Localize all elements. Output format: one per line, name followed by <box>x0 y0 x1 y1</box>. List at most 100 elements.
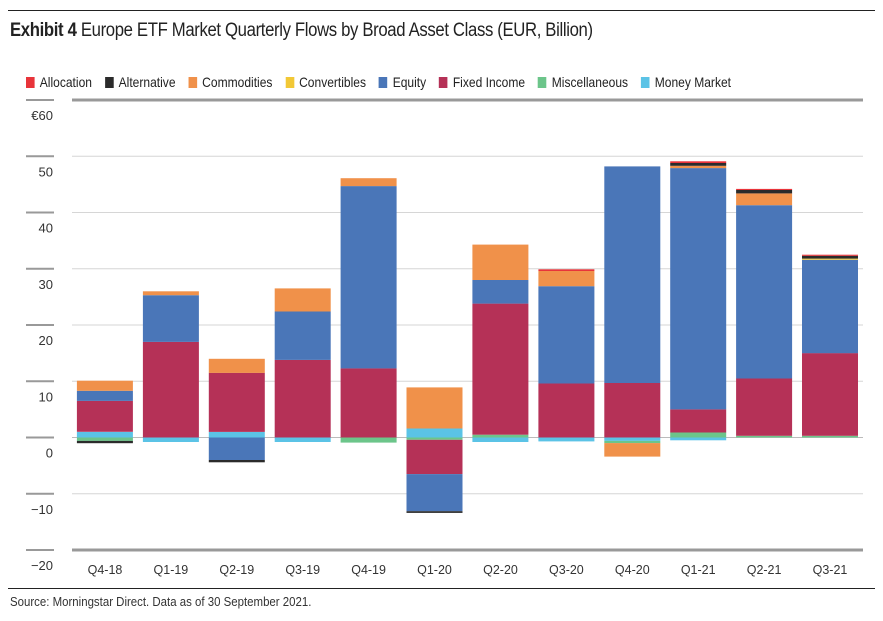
legend-item-commodities: Commodities <box>188 74 272 90</box>
bar-segment-commodities <box>736 193 793 206</box>
legend-swatch <box>285 76 294 88</box>
bar-segment-fixed-income <box>604 382 661 438</box>
chart-title: Exhibit 4 Europe ETF Market Quarterly Fl… <box>10 20 593 42</box>
bar-segment-fixed-income <box>802 353 858 436</box>
y-tick-label: 10 <box>39 389 53 404</box>
bar-segment-commodities <box>472 244 529 280</box>
bar-segment-fixed-income <box>76 400 133 432</box>
legend-item-money-market: Money Market <box>640 74 732 90</box>
bar-segment-equity <box>208 437 265 460</box>
bar-segment-equity <box>142 295 199 342</box>
bar-segment-fixed-income <box>736 378 793 436</box>
legend-item-alternative: Alternative <box>104 74 176 90</box>
legend-label: Fixed Income <box>452 74 526 90</box>
y-tick-label: 30 <box>39 277 53 292</box>
y-tick-label: €60 <box>31 108 53 123</box>
bar-segment-equity <box>274 311 331 360</box>
bar-segment-equity <box>76 390 133 401</box>
y-tick-label: −10 <box>31 502 53 517</box>
legend-swatch <box>378 76 388 88</box>
bar-segment-miscellaneous <box>736 435 793 438</box>
legend-label: Equity <box>392 74 427 90</box>
bar-segment-money-market <box>406 428 463 438</box>
legend-item-fixed-income: Fixed Income <box>439 74 525 90</box>
bar-segment-money-market <box>670 437 727 441</box>
bar-segment-commodities <box>340 178 397 187</box>
bar-segment-equity <box>538 286 595 384</box>
bar-segment-fixed-income <box>340 368 397 438</box>
bar-segment-miscellaneous <box>472 434 529 438</box>
x-tick-label: Q1-21 <box>681 563 716 577</box>
x-tick-label: Q2-20 <box>483 563 518 577</box>
bar-segment-miscellaneous <box>670 432 727 438</box>
bar-segment-miscellaneous <box>604 440 661 444</box>
bar-segment-commodities <box>670 165 727 169</box>
bar-segment-money-market <box>604 437 661 441</box>
legend-label: Money Market <box>654 74 732 90</box>
bar-segment-commodities <box>76 380 133 391</box>
bar-segment-equity <box>406 474 463 512</box>
bar-segment-commodities <box>142 291 199 296</box>
bar-segment-money-market <box>538 437 595 442</box>
bar-segment-commodities <box>538 271 595 287</box>
bar-segment-fixed-income <box>406 439 463 475</box>
bar-segment-fixed-income <box>538 383 595 438</box>
bar-segment-fixed-income <box>274 359 331 438</box>
x-tick-label: Q3-19 <box>285 563 320 577</box>
bar-segment-commodities <box>274 288 331 312</box>
bar-segment-equity <box>604 166 661 383</box>
x-tick-label: Q4-18 <box>88 563 123 577</box>
bar-segment-allocation <box>538 269 595 271</box>
legend-label: Alternative <box>118 74 176 90</box>
bar-segment-equity <box>472 280 529 304</box>
y-tick-label: −20 <box>31 558 53 573</box>
bar-segment-equity <box>670 168 727 410</box>
top-rule <box>8 10 875 11</box>
bar-segment-money-market <box>274 437 331 442</box>
bar-segment-convertibles <box>802 258 858 260</box>
bar-segment-miscellaneous <box>340 437 397 443</box>
bar-segment-miscellaneous <box>802 435 858 438</box>
bar-segment-alternative <box>208 460 265 463</box>
bar-segment-miscellaneous <box>76 437 133 441</box>
x-tick-label: Q4-19 <box>351 563 386 577</box>
bar-segment-alternative <box>802 255 858 259</box>
y-tick-label: 50 <box>39 164 53 179</box>
bar-segment-miscellaneous <box>406 437 463 440</box>
bar-segment-fixed-income <box>142 341 199 438</box>
legend-swatch <box>640 76 650 88</box>
bar-segment-allocation <box>670 161 727 163</box>
bar-segment-alternative <box>736 190 793 194</box>
x-tick-label: Q1-19 <box>154 563 189 577</box>
x-tick-label: Q3-21 <box>813 563 848 577</box>
bar-segment-alternative <box>406 511 463 513</box>
legend-swatch <box>26 76 35 88</box>
legend-item-miscellaneous: Miscellaneous <box>538 74 628 90</box>
legend-label: Miscellaneous <box>551 74 629 90</box>
bar-segment-allocation <box>802 254 858 256</box>
bar-segment-equity <box>802 259 858 354</box>
bar-segment-equity <box>340 186 397 369</box>
legend-label: Convertibles <box>299 74 367 90</box>
legend-label: Allocation <box>39 74 92 90</box>
bar-segment-fixed-income <box>472 303 529 435</box>
legend-item-convertibles: Convertibles <box>285 74 366 90</box>
x-tick-label: Q3-20 <box>549 563 584 577</box>
bar-segment-fixed-income <box>670 409 727 433</box>
bar-segment-money-market <box>142 437 199 442</box>
bottom-rule <box>8 588 875 589</box>
bar-segment-alternative <box>670 163 727 166</box>
x-tick-label: Q1-20 <box>417 563 452 577</box>
legend-item-equity: Equity <box>378 74 427 90</box>
bar-segment-money-market <box>208 431 265 438</box>
y-tick-label: 40 <box>39 221 53 236</box>
bar-segment-commodities <box>406 387 463 429</box>
legend-swatch <box>188 76 198 88</box>
legend-swatch <box>104 76 114 88</box>
x-tick-label: Q2-19 <box>219 563 254 577</box>
legend-swatch <box>439 76 448 88</box>
legend-item-allocation: Allocation <box>26 74 92 90</box>
legend-swatch <box>538 76 547 88</box>
exhibit-label: Exhibit 4 <box>10 20 77 41</box>
